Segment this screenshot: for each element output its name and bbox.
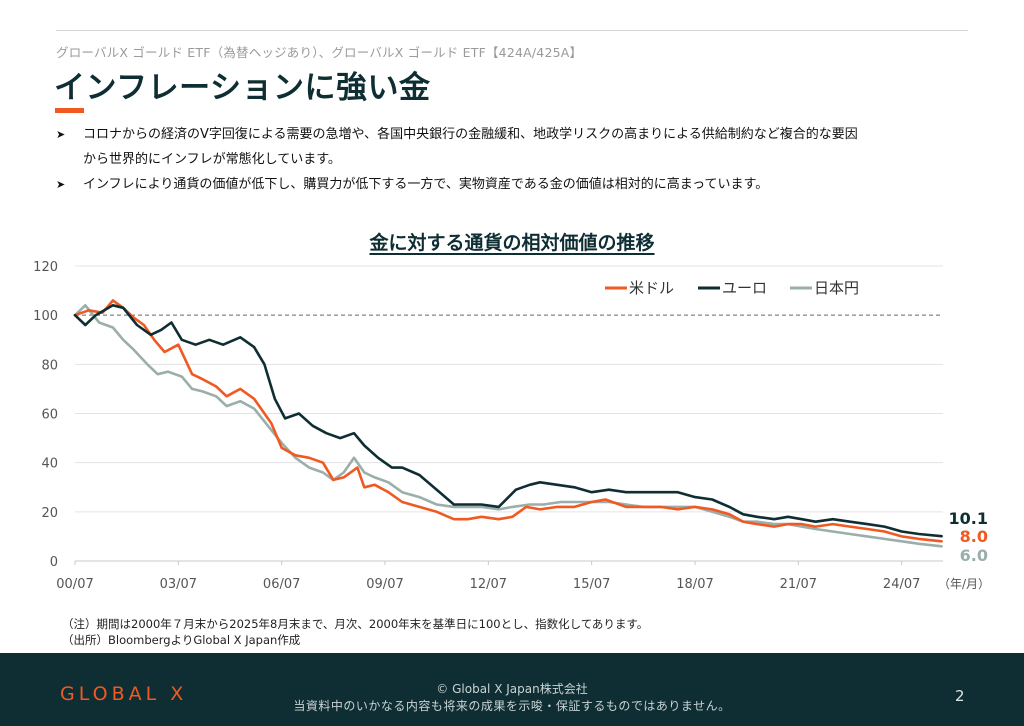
global-x-logo: GLOBAL X (60, 683, 188, 705)
title-accent-bar (55, 108, 84, 113)
chart-notes: （注）期間は2000年７月末から2025年8月末まで、月次、2000年末を基準日… (62, 616, 648, 648)
footer-copyright: © Global X Japan株式会社 (436, 682, 588, 696)
legend-item: 日本円 (790, 279, 859, 297)
x-tick-label: 06/07 (263, 577, 300, 592)
x-tick-label: 15/07 (573, 577, 610, 592)
y-tick-label: 60 (41, 408, 58, 423)
x-tick-label: 00/07 (56, 577, 93, 592)
x-axis: 00/07 03/07 06/07 09/07 12/07 15/07 18/07 21/07… (56, 561, 990, 592)
bullet-list: ➤ コロナからの経済のV字回復による需要の急増や、各国中央銀行の金融緩和、地政学… (56, 122, 986, 197)
note-line: （注）期間は2000年７月末から2025年8月末まで、月次、2000年末を基準日… (62, 617, 649, 631)
series-line-jpy (73, 304, 943, 548)
end-value-label: 8.0 (960, 527, 988, 546)
source-line: （出所）BloombergよりGlobal X Japan作成 (62, 633, 301, 647)
y-tick-label: 20 (41, 506, 58, 521)
legend-label: 日本円 (814, 279, 859, 297)
breadcrumb: グローバルX ゴールド ETF（為替ヘッジあり）、グローバルX ゴールド ETF… (56, 45, 583, 60)
x-tick-label: 09/07 (366, 577, 403, 592)
arrow-bullet-icon: ➤ (56, 178, 66, 191)
end-value-label: 10.1 (949, 509, 988, 528)
x-tick-label: 24/07 (883, 577, 920, 592)
legend-label: ユーロ (722, 279, 767, 297)
chart-series (73, 299, 943, 548)
y-axis: 0 20 40 60 80 100 120 (33, 260, 58, 570)
chart-title-text: 金に対する通貨の相対価値の推移 (369, 232, 655, 254)
bullet-text-line: コロナからの経済のV字回復による需要の急増や、各国中央銀行の金融緩和、地政学リス… (83, 127, 858, 142)
y-tick-label: 120 (33, 260, 58, 275)
page-number: 2 (955, 687, 965, 705)
end-value-label: 6.0 (960, 546, 988, 565)
page-title: インフレーションに強い金 (54, 70, 431, 106)
x-tick-label: 18/07 (676, 577, 713, 592)
bullet-item: ➤ インフレにより通貨の価値が低下し、購買力が低下する一方で、実物資産である金の… (56, 172, 986, 197)
series-line-eur (73, 304, 943, 538)
x-tick-label: 12/07 (470, 577, 507, 592)
y-tick-label: 40 (41, 457, 58, 472)
legend-item: ユーロ (698, 279, 767, 297)
x-tick-label: 21/07 (780, 577, 817, 592)
series-line-usd (73, 299, 943, 543)
footer: GLOBAL X © Global X Japan株式会社 当資料中のいかなる内… (0, 653, 1024, 726)
y-tick-label: 80 (41, 358, 58, 373)
y-tick-label: 100 (33, 309, 58, 324)
bullet-item: ➤ コロナからの経済のV字回復による需要の急増や、各国中央銀行の金融緩和、地政学… (56, 122, 986, 172)
x-axis-unit-label: （年/月） (938, 577, 990, 591)
chart-legend: 米ドル ユーロ 日本円 (605, 279, 859, 297)
end-value-labels: 8.010.1 6.0 (949, 509, 988, 565)
y-tick-label: 0 (50, 555, 58, 570)
bullet-text-line: インフレにより通貨の価値が低下し、購買力が低下する一方で、実物資産である金の価値… (83, 177, 769, 192)
legend-item: 米ドル (605, 279, 674, 297)
arrow-bullet-icon: ➤ (56, 128, 66, 141)
header-divider (56, 30, 968, 31)
legend-label: 米ドル (629, 279, 674, 297)
chart-title: 金に対する通貨の相対価値の推移 (0, 228, 1024, 255)
line-chart: 0 20 40 60 80 100 120 00/07 03/07 06/07 09/07 12/0… (33, 260, 990, 592)
x-tick-label: 03/07 (160, 577, 197, 592)
footer-disclaimer: 当資料中のいかなる内容も将来の成果を示唆・保証するものではありません。 (293, 699, 731, 713)
bullet-text-line: から世界的にインフレが常態化しています。 (83, 152, 341, 167)
